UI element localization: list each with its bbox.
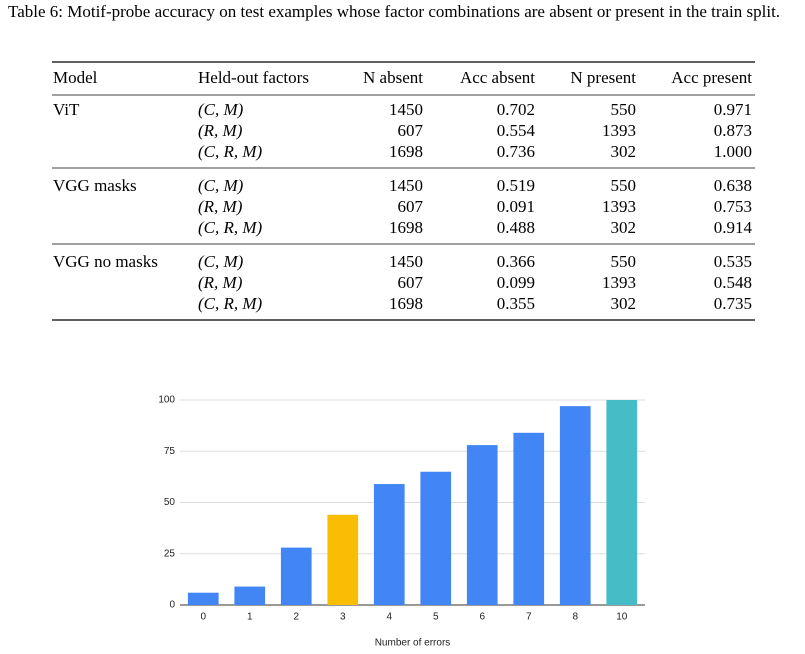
table-cell: 0.554 xyxy=(497,121,536,140)
held-out-factors: (C, R, M) xyxy=(198,218,263,237)
table-cell: 550 xyxy=(611,252,637,271)
y-tick-label: 25 xyxy=(164,548,176,559)
table-cell: 550 xyxy=(611,176,637,195)
held-out-factors: (C, R, M) xyxy=(198,294,263,313)
held-out-factors: (R, M) xyxy=(198,273,243,292)
table-header: N absent xyxy=(363,68,423,87)
table-header: Acc absent xyxy=(460,68,535,87)
table-caption: Table 6: Motif-probe accuracy on test ex… xyxy=(8,2,781,21)
table-cell: 302 xyxy=(611,142,637,161)
model-name: ViT xyxy=(53,100,80,119)
table-cell: 0.548 xyxy=(714,273,752,292)
bar xyxy=(606,400,638,605)
held-out-factors: (C, M) xyxy=(198,252,244,271)
table-cell: 0.099 xyxy=(497,273,535,292)
table-cell: 1450 xyxy=(389,176,423,195)
table-cell: 0.535 xyxy=(714,252,752,271)
table-cell: 0.519 xyxy=(497,176,535,195)
table-cell: 302 xyxy=(611,218,637,237)
table-cell: 550 xyxy=(611,100,637,119)
y-tick-label: 0 xyxy=(169,600,175,611)
x-tick-label: 6 xyxy=(479,612,485,623)
table-cell: 0.638 xyxy=(714,176,752,195)
table-cell: 0.873 xyxy=(714,121,752,140)
table-cell: 0.702 xyxy=(497,100,535,119)
held-out-factors: (R, M) xyxy=(198,197,243,216)
bar xyxy=(513,432,545,605)
table-cell: 0.736 xyxy=(497,142,535,161)
x-axis-label: Number of errors xyxy=(375,638,451,649)
table-cell: 0.091 xyxy=(497,197,535,216)
table-header: N present xyxy=(570,68,636,87)
bar xyxy=(280,547,312,605)
x-tick-label: 2 xyxy=(293,612,299,623)
bar xyxy=(373,484,405,605)
y-tick-label: 100 xyxy=(158,395,175,406)
table-header: Held-out factors xyxy=(198,68,309,87)
table-cell: 0.971 xyxy=(714,100,752,119)
table-cell: 0.488 xyxy=(497,218,535,237)
bar xyxy=(466,445,498,605)
x-tick-label: 1 xyxy=(247,612,253,623)
model-name: VGG masks xyxy=(53,176,137,195)
x-tick-label: 5 xyxy=(433,612,439,623)
table-cell: 1698 xyxy=(389,218,423,237)
x-tick-label: 3 xyxy=(340,612,346,623)
held-out-factors: (C, M) xyxy=(198,100,244,119)
table-cell: 1393 xyxy=(602,273,636,292)
y-tick-label: 75 xyxy=(164,446,176,457)
table-cell: 0.366 xyxy=(497,252,535,271)
held-out-factors: (C, R, M) xyxy=(198,142,263,161)
bar xyxy=(559,406,591,605)
held-out-factors: (C, M) xyxy=(198,176,244,195)
table-cell: 302 xyxy=(611,294,637,313)
table-header: Model xyxy=(53,68,98,87)
x-tick-label: 7 xyxy=(526,612,532,623)
table-cell: 0.753 xyxy=(714,197,752,216)
table-cell: 1393 xyxy=(602,197,636,216)
held-out-factors: (R, M) xyxy=(198,121,243,140)
table-cell: 0.735 xyxy=(714,294,752,313)
table-cell: 1698 xyxy=(389,294,423,313)
table-cell: 1.000 xyxy=(714,142,752,161)
bar xyxy=(327,514,359,605)
table-header: Acc present xyxy=(671,68,752,87)
table-cell: 0.355 xyxy=(497,294,535,313)
table-cell: 1450 xyxy=(389,100,423,119)
bar xyxy=(234,586,266,605)
x-tick-label: 10 xyxy=(616,612,628,623)
x-tick-label: 0 xyxy=(200,612,206,623)
x-tick-label: 8 xyxy=(572,612,578,623)
model-name: VGG no masks xyxy=(53,252,158,271)
x-tick-label: 4 xyxy=(386,612,392,623)
table-cell: 607 xyxy=(398,121,424,140)
table-cell: 0.914 xyxy=(714,218,753,237)
bar xyxy=(420,471,452,605)
table-cell: 1450 xyxy=(389,252,423,271)
table-cell: 607 xyxy=(398,197,424,216)
table-cell: 607 xyxy=(398,273,424,292)
bar xyxy=(187,592,219,605)
table-cell: 1698 xyxy=(389,142,423,161)
table-cell: 1393 xyxy=(602,121,636,140)
y-tick-label: 50 xyxy=(164,497,176,508)
